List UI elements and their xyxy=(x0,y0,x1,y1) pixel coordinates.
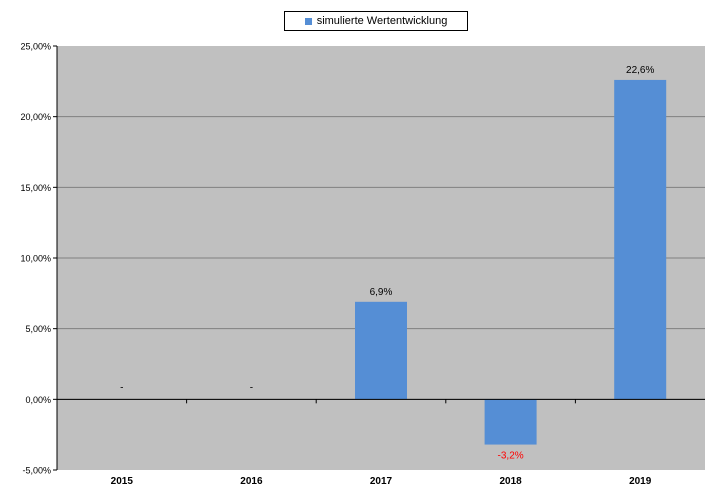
y-tick-label: -5,00% xyxy=(22,466,51,476)
data-label: -3,2% xyxy=(498,451,524,462)
x-tick-label: 2019 xyxy=(629,476,652,487)
bar xyxy=(614,79,667,400)
data-label: 22,6% xyxy=(626,65,654,76)
x-tick-label: 2017 xyxy=(370,476,393,487)
bar xyxy=(484,399,537,445)
data-label: - xyxy=(120,382,123,393)
y-tick-label: 15,00% xyxy=(20,183,51,193)
bar xyxy=(355,301,407,400)
x-tick-label: 2016 xyxy=(240,476,263,487)
data-label: 6,9% xyxy=(370,287,393,298)
legend-label: simulierte Wertentwicklung xyxy=(316,15,448,27)
y-tick-label: 5,00% xyxy=(25,324,51,334)
legend: simulierte Wertentwicklung xyxy=(284,11,468,31)
legend-swatch xyxy=(304,17,312,25)
x-tick-label: 2015 xyxy=(111,476,134,487)
y-tick-label: 20,00% xyxy=(20,112,51,122)
y-tick-label: 25,00% xyxy=(20,42,51,52)
data-label: - xyxy=(250,382,253,393)
y-tick-label: 0,00% xyxy=(25,395,51,405)
x-tick-label: 2018 xyxy=(499,476,522,487)
y-tick-label: 10,00% xyxy=(20,254,51,264)
